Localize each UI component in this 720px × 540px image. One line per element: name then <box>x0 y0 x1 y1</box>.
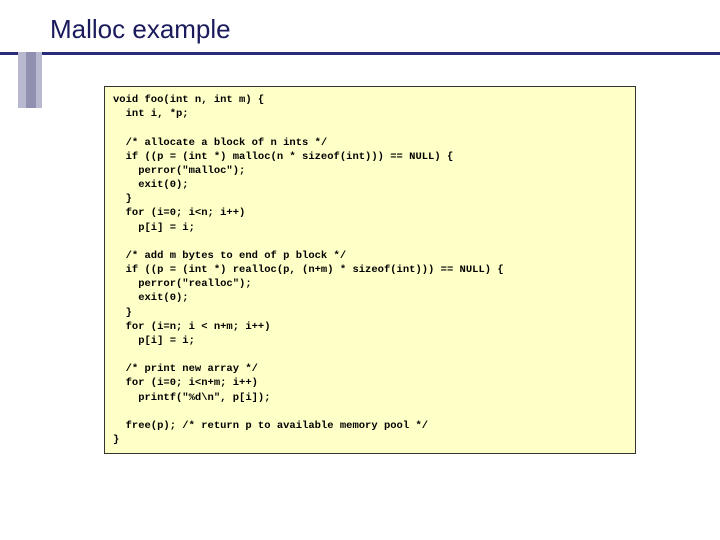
title-underline <box>0 52 720 55</box>
code-content: void foo(int n, int m) { int i, *p; /* a… <box>113 93 627 447</box>
slide-container: Malloc example void foo(int n, int m) { … <box>0 0 720 540</box>
slide-title: Malloc example <box>50 14 231 45</box>
side-accent-inner <box>26 52 36 108</box>
code-block: void foo(int n, int m) { int i, *p; /* a… <box>104 86 636 454</box>
